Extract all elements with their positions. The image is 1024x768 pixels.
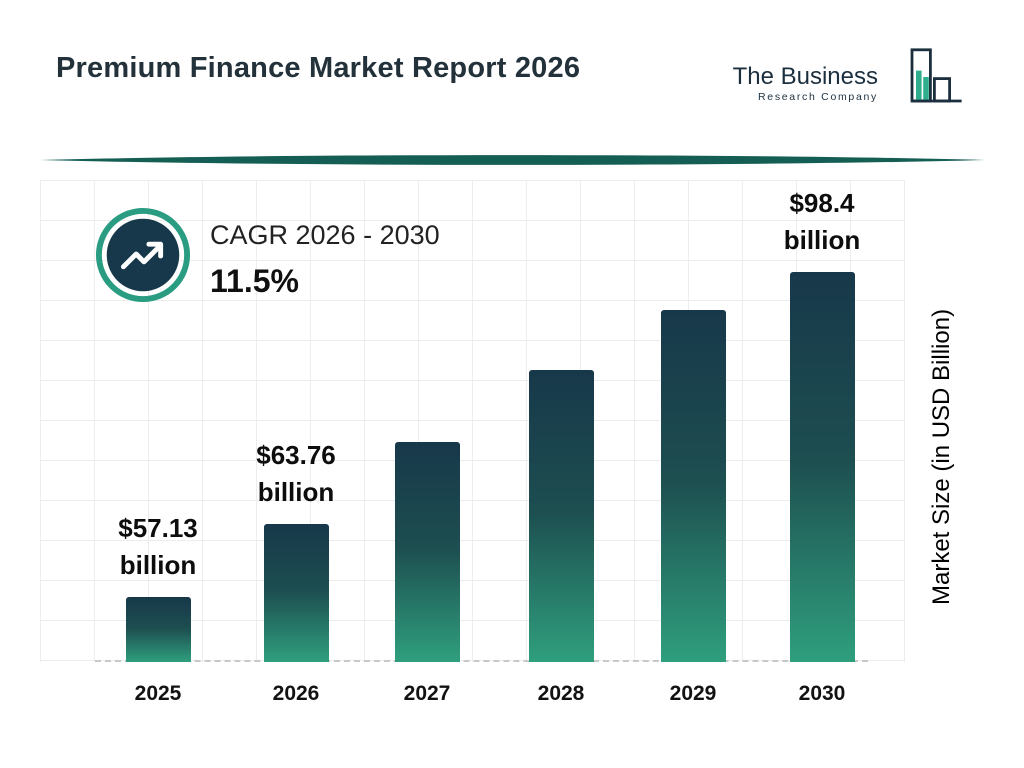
bar-group-2030: $98.4 billion 2030 bbox=[734, 185, 910, 705]
x-axis-label: 2029 bbox=[669, 682, 717, 705]
bar-group-2026: $63.76 billion 2026 bbox=[208, 437, 384, 705]
bar bbox=[528, 370, 594, 662]
y-axis-label: Market Size (in USD Billion) bbox=[928, 308, 955, 606]
bar-amount: $63.76 bbox=[256, 440, 336, 471]
bar-group-2028: 2028 bbox=[473, 357, 649, 705]
bar-unit: billion bbox=[783, 225, 861, 256]
cagr-label: CAGR 2026 - 2030 bbox=[210, 220, 440, 250]
bar-unit: billion bbox=[119, 550, 197, 581]
bar bbox=[660, 310, 726, 662]
trend-up-icon bbox=[94, 206, 192, 304]
logo-text: The Business Research Company bbox=[732, 63, 878, 103]
logo-bar-chart-icon bbox=[884, 38, 964, 129]
bar-chart: $57.13 billion 2025 $63.76 billion 2026 … bbox=[40, 180, 905, 705]
bar-amount: $57.13 bbox=[118, 513, 198, 544]
divider bbox=[40, 153, 985, 172]
bar-amount: $98.4 bbox=[789, 188, 855, 219]
bar-group-2029: 2029 bbox=[605, 297, 781, 705]
bar-unit: billion bbox=[257, 477, 335, 508]
bar-value-label: $57.13 billion bbox=[118, 510, 198, 584]
x-axis-label: 2026 bbox=[272, 682, 320, 705]
x-axis-label: 2025 bbox=[134, 682, 182, 705]
x-axis-baseline bbox=[95, 660, 868, 662]
bar bbox=[125, 597, 191, 662]
bar bbox=[789, 272, 855, 662]
bar bbox=[394, 442, 460, 662]
page-title: Premium Finance Market Report 2026 bbox=[56, 52, 581, 84]
x-axis-label: 2028 bbox=[537, 682, 585, 705]
bar-value-label: $98.4 billion bbox=[784, 185, 861, 259]
logo-line1: The Business bbox=[732, 63, 878, 91]
bar bbox=[263, 524, 329, 662]
bar-value-label: $63.76 billion bbox=[256, 437, 336, 511]
logo-line2: Research Company bbox=[758, 90, 878, 103]
company-logo: The Business Research Company bbox=[733, 38, 964, 129]
bar-group-2025: $57.13 billion 2025 bbox=[70, 510, 246, 705]
x-axis-label: 2027 bbox=[403, 682, 451, 705]
bar-group-2027: 2027 bbox=[339, 429, 515, 705]
x-axis-label: 2030 bbox=[798, 682, 846, 705]
cagr-value: 11.5% bbox=[210, 263, 299, 299]
